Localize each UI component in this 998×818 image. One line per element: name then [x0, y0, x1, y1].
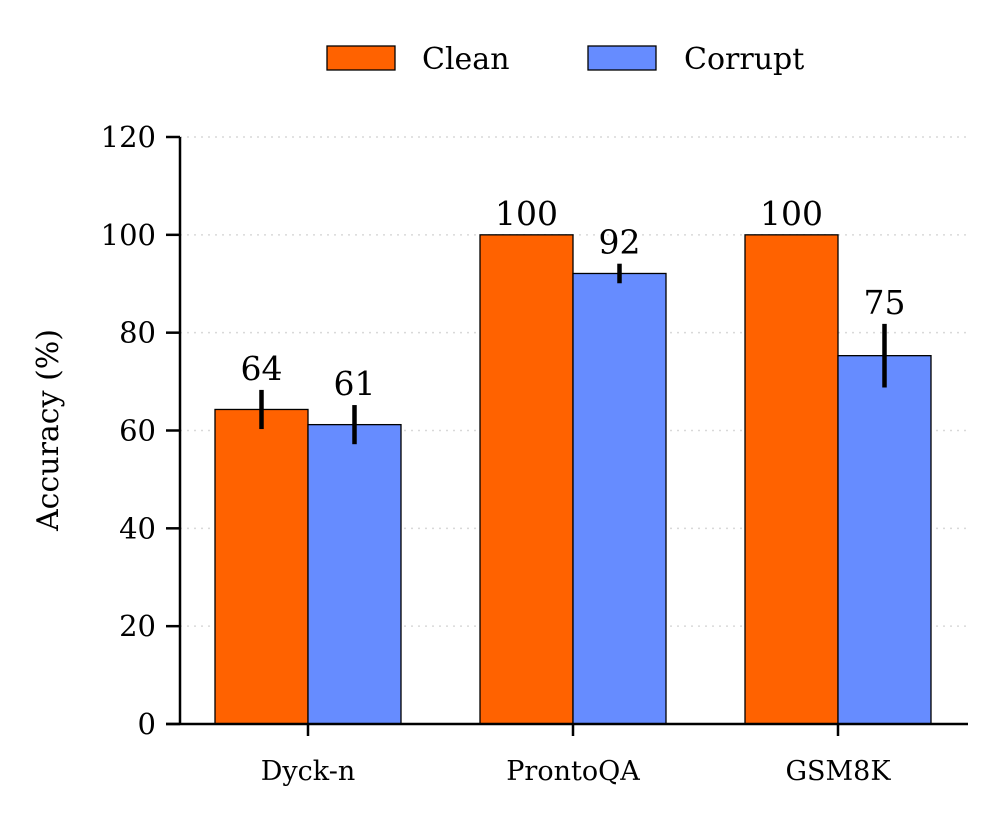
x-tick-label-dyck-n: Dyck-n [261, 756, 355, 787]
legend-label-clean: Clean [422, 42, 510, 77]
y-tick-label-20: 20 [119, 609, 156, 643]
y-tick-label-80: 80 [119, 316, 156, 350]
bars [214, 234, 932, 725]
value-label-corrupt-gsm8k: 75 [864, 283, 906, 322]
y-tick-label-0: 0 [138, 707, 156, 741]
legend-swatch-corrupt [587, 45, 657, 71]
bar-corrupt-prontoqa [572, 272, 667, 725]
value-label-clean-dyck-n: 64 [241, 349, 283, 388]
bar-corrupt-gsm8k [837, 355, 932, 725]
value-labels: 64 100 100 61 92 75 [241, 194, 906, 403]
y-tick-label-120: 120 [101, 120, 156, 154]
x-tick-label-gsm8k: GSM8K [785, 756, 891, 787]
bar-clean-prontoqa [479, 234, 574, 725]
legend: Clean Corrupt [326, 42, 804, 77]
value-label-clean-gsm8k: 100 [760, 194, 823, 233]
legend-swatch-clean [326, 45, 396, 71]
error-bars [259, 263, 887, 445]
y-tick-label-60: 60 [119, 414, 156, 448]
value-label-corrupt-prontoqa: 92 [599, 223, 641, 262]
legend-label-corrupt: Corrupt [684, 42, 804, 77]
value-label-clean-prontoqa: 100 [495, 194, 558, 233]
bar-clean-gsm8k [744, 234, 839, 725]
x-tick-label-prontoqa: ProntoQA [506, 756, 640, 787]
y-tick-label-100: 100 [101, 218, 156, 252]
y-tick-label-40: 40 [119, 511, 156, 545]
axes: 0 20 40 60 80 100 120 Dyck-n ProntoQA GSM8K [101, 120, 968, 787]
value-label-corrupt-dyck-n: 61 [334, 364, 376, 403]
bar-corrupt-dyck-n [307, 423, 402, 725]
y-axis-title: Accuracy (%) [31, 329, 66, 532]
bar-clean-dyck-n [214, 408, 309, 725]
